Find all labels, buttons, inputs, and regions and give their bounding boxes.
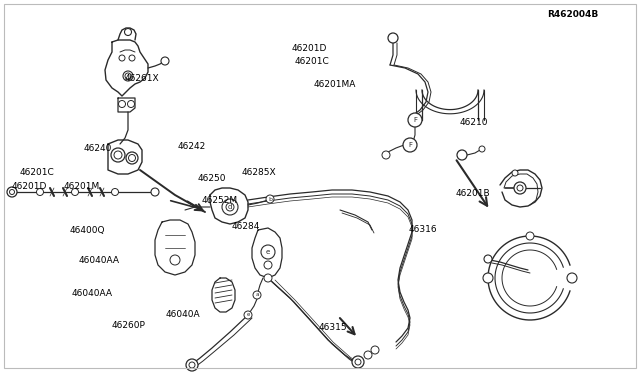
Circle shape xyxy=(7,187,17,197)
Text: 46285X: 46285X xyxy=(242,169,276,177)
Text: F: F xyxy=(413,117,417,123)
Circle shape xyxy=(261,245,275,259)
Circle shape xyxy=(388,33,398,43)
Circle shape xyxy=(364,351,372,359)
Circle shape xyxy=(129,154,136,161)
Text: 46242: 46242 xyxy=(178,142,206,151)
Text: 46201D: 46201D xyxy=(291,44,326,53)
Circle shape xyxy=(264,261,272,269)
Circle shape xyxy=(129,55,135,61)
Circle shape xyxy=(352,356,364,368)
Text: 46040AA: 46040AA xyxy=(72,289,113,298)
Circle shape xyxy=(222,199,238,215)
Text: 46252M: 46252M xyxy=(202,196,237,205)
Circle shape xyxy=(266,195,274,203)
Text: 46260P: 46260P xyxy=(112,321,146,330)
Circle shape xyxy=(479,146,485,152)
Circle shape xyxy=(126,152,138,164)
Circle shape xyxy=(161,57,169,65)
Circle shape xyxy=(567,273,577,283)
Text: 46400Q: 46400Q xyxy=(69,226,104,235)
Text: 46040AA: 46040AA xyxy=(78,256,119,265)
Circle shape xyxy=(118,100,125,108)
Text: 46284: 46284 xyxy=(232,222,260,231)
Text: F: F xyxy=(408,142,412,148)
Circle shape xyxy=(264,274,272,282)
Text: 46201C: 46201C xyxy=(19,169,54,177)
Text: 46315: 46315 xyxy=(319,323,348,332)
Circle shape xyxy=(125,73,131,79)
Circle shape xyxy=(244,311,252,319)
Circle shape xyxy=(170,255,180,265)
Circle shape xyxy=(36,189,44,196)
Circle shape xyxy=(10,189,15,195)
Circle shape xyxy=(119,55,125,61)
Circle shape xyxy=(355,359,361,365)
Text: 46261X: 46261X xyxy=(125,74,159,83)
Text: 46210: 46210 xyxy=(460,118,488,127)
Text: 46201C: 46201C xyxy=(294,57,329,66)
Text: b: b xyxy=(268,196,272,202)
Text: R462004B: R462004B xyxy=(547,10,598,19)
Circle shape xyxy=(114,151,122,159)
Text: 46250: 46250 xyxy=(197,174,226,183)
Circle shape xyxy=(189,362,195,368)
Text: e: e xyxy=(266,249,270,255)
Text: a: a xyxy=(255,292,259,298)
Circle shape xyxy=(457,150,467,160)
Circle shape xyxy=(186,359,198,371)
Text: 46240: 46240 xyxy=(83,144,111,153)
Circle shape xyxy=(253,291,261,299)
Circle shape xyxy=(111,148,125,162)
Circle shape xyxy=(403,138,417,152)
Text: 46201MA: 46201MA xyxy=(314,80,356,89)
Text: 46201B: 46201B xyxy=(456,189,490,198)
Circle shape xyxy=(72,189,79,196)
Circle shape xyxy=(123,71,133,81)
Text: 46040A: 46040A xyxy=(165,310,200,319)
Circle shape xyxy=(125,29,131,35)
Text: 46201M: 46201M xyxy=(64,182,100,190)
Circle shape xyxy=(127,100,134,108)
Text: d: d xyxy=(228,204,232,210)
Text: 46316: 46316 xyxy=(408,225,437,234)
Circle shape xyxy=(226,203,234,211)
Circle shape xyxy=(484,255,492,263)
Text: 46201D: 46201D xyxy=(12,182,47,190)
Circle shape xyxy=(517,185,523,191)
Circle shape xyxy=(408,113,422,127)
Circle shape xyxy=(512,170,518,176)
Circle shape xyxy=(514,182,526,194)
Circle shape xyxy=(371,346,379,354)
Circle shape xyxy=(151,188,159,196)
Text: e: e xyxy=(246,312,250,317)
Circle shape xyxy=(526,232,534,240)
Circle shape xyxy=(111,189,118,196)
Circle shape xyxy=(382,151,390,159)
Circle shape xyxy=(483,273,493,283)
